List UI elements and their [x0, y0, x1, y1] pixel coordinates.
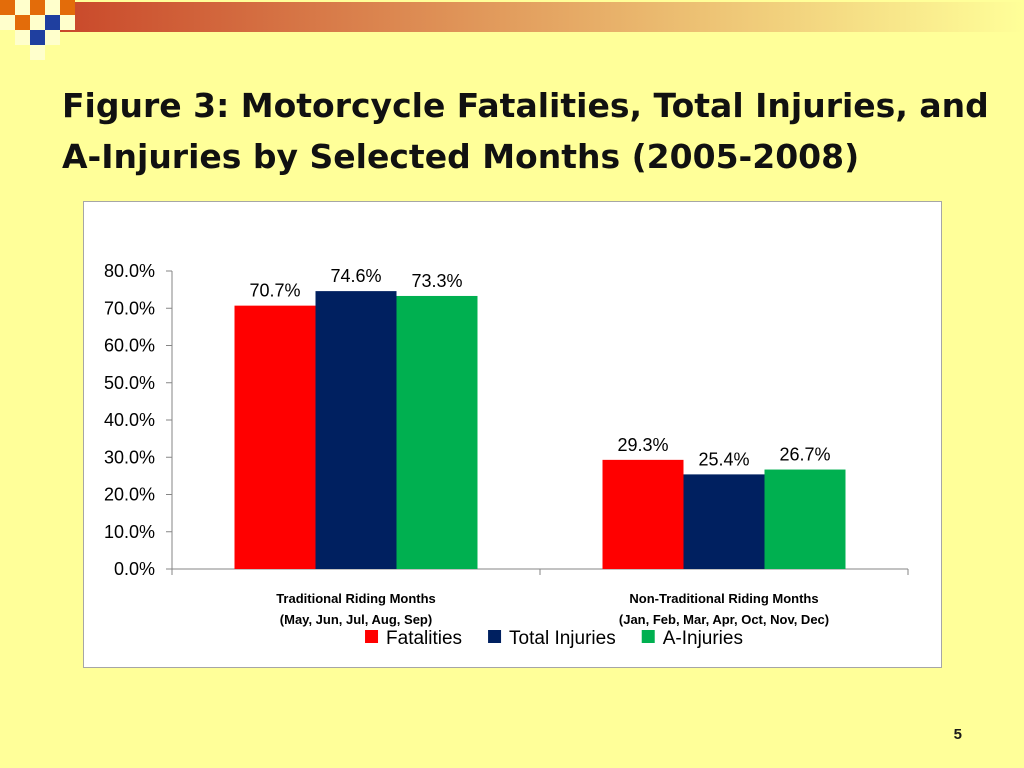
- y-tick-label: 70.0%: [104, 298, 155, 318]
- y-axis: 0.0% 10.0% 20.0% 30.0% 40.0% 50.0% 60.0% 70.0% 8…: [104, 261, 173, 579]
- bar: [234, 305, 316, 569]
- bars: [234, 291, 846, 569]
- header-decoration: [0, 0, 1024, 60]
- legend-swatch: [365, 630, 379, 643]
- bar: [602, 459, 684, 569]
- bar: [315, 291, 397, 569]
- y-tick-label: 50.0%: [104, 373, 155, 393]
- y-tick-label: 10.0%: [104, 522, 155, 542]
- x-category-label: (Jan, Feb, Mar, Apr, Oct, Nov, Dec): [619, 612, 829, 627]
- y-tick-label: 80.0%: [104, 261, 155, 281]
- data-labels: 70.7% 74.6% 73.3% 29.3% 25.4% 26.7%: [249, 266, 830, 469]
- x-category-label: Traditional Riding Months: [276, 591, 436, 606]
- data-label: 29.3%: [617, 435, 668, 455]
- bar-chart: 0.0% 10.0% 20.0% 30.0% 40.0% 50.0% 60.0% 70.0% 8…: [104, 261, 909, 649]
- page-number: 5: [953, 726, 962, 743]
- legend-label: Fatalities: [386, 628, 462, 649]
- slide-title: Figure 3: Motorcycle Fatalities, Total I…: [62, 86, 989, 176]
- y-tick-label: 30.0%: [104, 447, 155, 467]
- y-tick-label: 20.0%: [104, 485, 155, 505]
- legend-label: A-Injuries: [663, 628, 743, 649]
- data-label: 70.7%: [249, 281, 300, 301]
- data-label: 73.3%: [411, 271, 462, 291]
- x-axis: Traditional Riding Months (May, Jun, Jul,…: [171, 568, 909, 627]
- y-tick-label: 0.0%: [114, 559, 155, 579]
- data-label: 26.7%: [779, 445, 830, 465]
- x-category-label: Non-Traditional Riding Months: [629, 591, 818, 606]
- y-tick-label: 40.0%: [104, 410, 155, 430]
- legend-swatch: [641, 630, 655, 643]
- data-label: 74.6%: [330, 266, 381, 286]
- y-tick-label: 60.0%: [104, 336, 155, 356]
- bar: [396, 295, 478, 569]
- data-label: 25.4%: [698, 449, 749, 469]
- chart-area: 0.0% 10.0% 20.0% 30.0% 40.0% 50.0% 60.0% 70.0% 8…: [83, 201, 942, 668]
- legend-swatch: [488, 630, 502, 643]
- legend-label: Total Injuries: [509, 628, 616, 649]
- bar: [764, 469, 846, 569]
- bar: [683, 474, 765, 569]
- legend: Fatalities Total Injuries A-Injuries: [365, 628, 743, 649]
- x-category-label: (May, Jun, Jul, Aug, Sep): [280, 612, 432, 627]
